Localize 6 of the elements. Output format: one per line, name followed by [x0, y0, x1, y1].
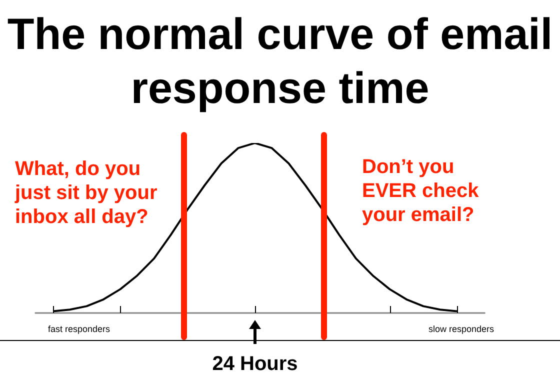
annotation: Don’t you EVER check your email? — [362, 156, 480, 226]
annotation: What, do you just sit by your inbox all day? — [14, 158, 158, 228]
text: 24 Hours — [212, 353, 298, 375]
text: fast responders — [48, 324, 111, 334]
text: slow responders — [428, 324, 494, 334]
chart-title: The normal curve of email response time — [6, 9, 554, 115]
